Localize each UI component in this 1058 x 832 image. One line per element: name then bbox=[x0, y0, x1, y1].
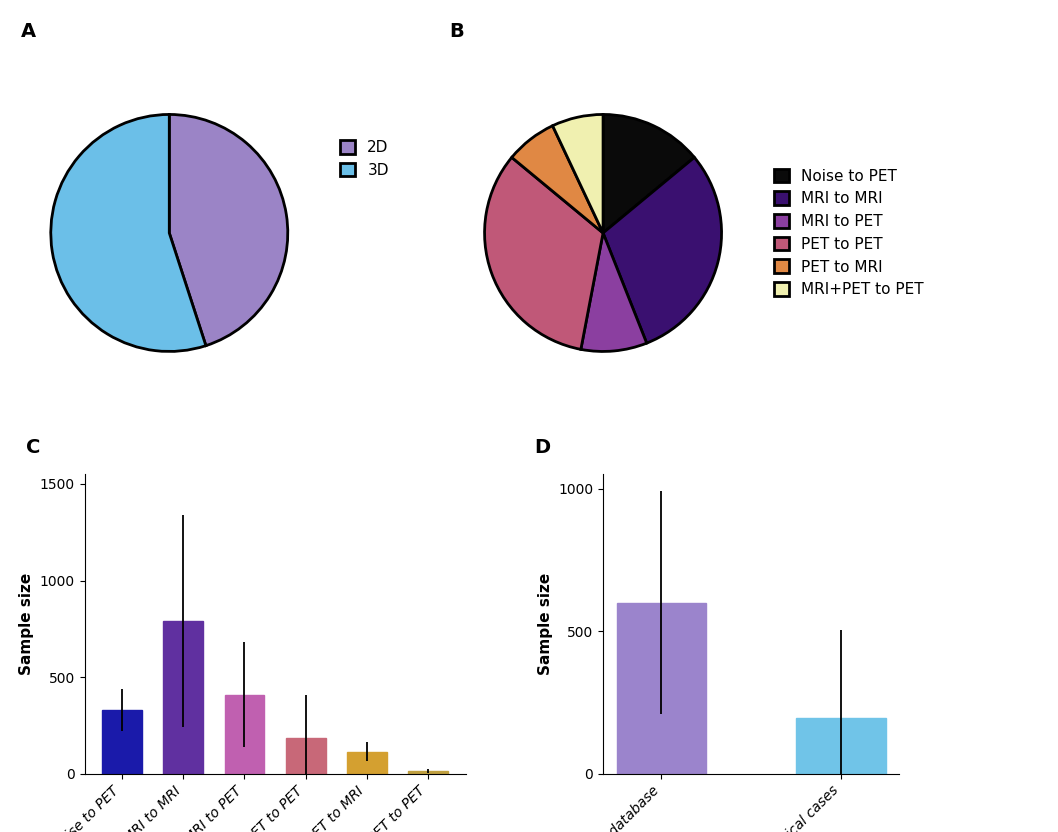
Y-axis label: Sample size: Sample size bbox=[537, 573, 552, 675]
Text: D: D bbox=[534, 438, 550, 458]
Wedge shape bbox=[603, 157, 722, 343]
Bar bbox=[617, 602, 707, 774]
Bar bbox=[796, 718, 886, 774]
Bar bbox=[163, 622, 203, 774]
Bar bbox=[408, 771, 449, 774]
Wedge shape bbox=[485, 157, 603, 349]
Bar bbox=[102, 710, 142, 774]
Legend: 2D, 3D: 2D, 3D bbox=[340, 140, 389, 178]
Wedge shape bbox=[603, 115, 694, 233]
Bar bbox=[347, 751, 387, 774]
Wedge shape bbox=[581, 233, 646, 351]
Wedge shape bbox=[51, 115, 206, 351]
Text: C: C bbox=[26, 438, 41, 458]
Wedge shape bbox=[512, 126, 603, 233]
Text: B: B bbox=[450, 22, 464, 42]
Text: A: A bbox=[21, 22, 36, 42]
Bar bbox=[286, 738, 326, 774]
Wedge shape bbox=[552, 115, 603, 233]
Y-axis label: Sample size: Sample size bbox=[19, 573, 34, 675]
Wedge shape bbox=[169, 115, 288, 345]
Legend: Noise to PET, MRI to MRI, MRI to PET, PET to PET, PET to MRI, MRI+PET to PET: Noise to PET, MRI to MRI, MRI to PET, PE… bbox=[773, 169, 924, 297]
Bar bbox=[224, 695, 264, 774]
